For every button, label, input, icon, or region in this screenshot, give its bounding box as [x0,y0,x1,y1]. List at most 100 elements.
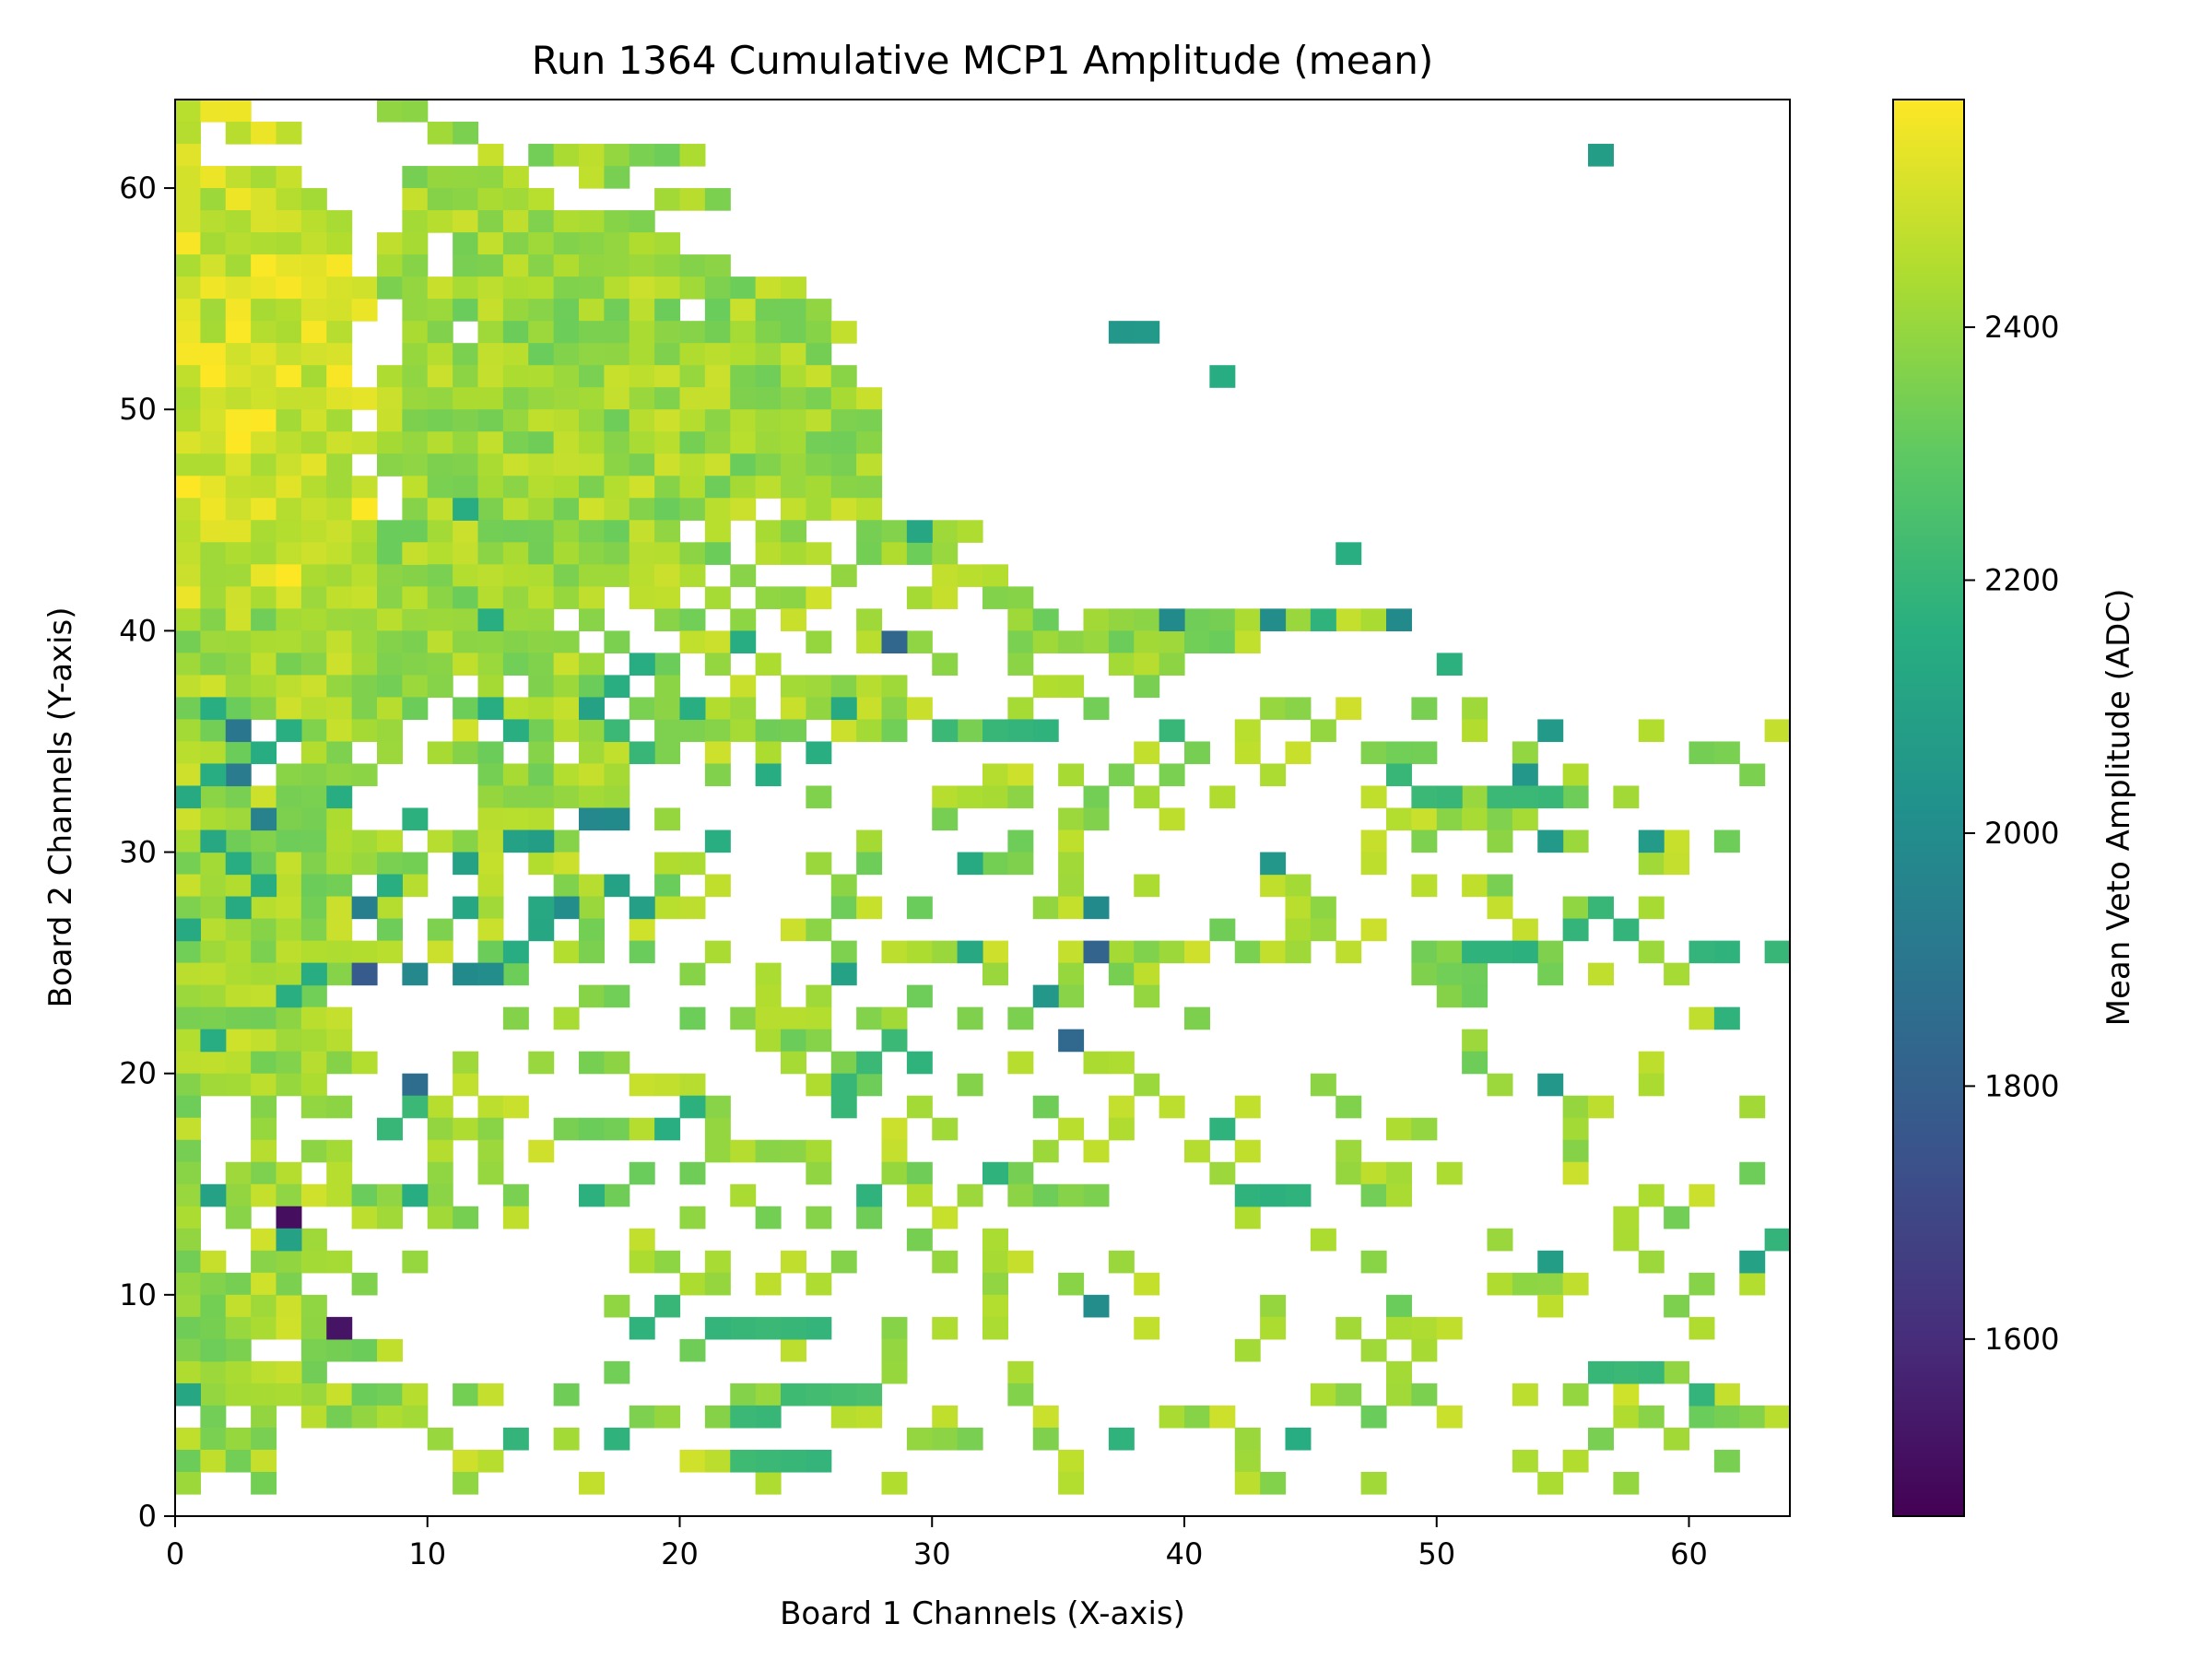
heatmap-cell [957,719,983,743]
x-tick-label: 50 [1418,1536,1455,1571]
heatmap-cell [1032,1139,1059,1163]
heatmap-cell [528,608,555,631]
heatmap-cell [579,520,605,543]
heatmap-cell [225,343,252,366]
heatmap-cell [629,498,655,521]
heatmap-cell [251,476,277,499]
heatmap-cell [957,1183,983,1207]
heatmap-cell [225,122,252,145]
heatmap-cell [351,630,378,653]
heatmap-cell [604,365,630,388]
heatmap-cell [175,1117,201,1141]
heatmap-cell [225,785,252,809]
heatmap-cell [579,542,605,565]
heatmap-cell [453,409,479,432]
heatmap-cell [453,741,479,765]
heatmap-cell [1184,1006,1210,1030]
heatmap-cell [175,188,201,211]
heatmap-cell [704,542,731,565]
heatmap-cell [225,210,252,233]
heatmap-cell [1436,984,1463,1008]
heatmap-cell [326,719,353,743]
heatmap-cell [629,453,655,477]
heatmap-cell [326,564,353,587]
heatmap-cell [755,1006,782,1030]
heatmap-cell [276,365,302,388]
heatmap-cell [477,343,504,366]
heatmap-cell [1260,1183,1287,1207]
heatmap-cell [1285,874,1312,898]
heatmap-cell [251,542,277,565]
heatmap-cell [251,852,277,876]
heatmap-cell [1739,1405,1766,1429]
heatmap-cell [1032,608,1059,631]
heatmap-cell [402,188,429,211]
heatmap-cell [528,630,555,653]
heatmap-cell [1058,630,1085,653]
y-tick-label: 50 [119,392,157,427]
heatmap-cell [502,807,529,831]
heatmap-cell [1159,608,1185,631]
heatmap-cell [453,719,479,743]
heatmap-cell [629,365,655,388]
heatmap-cell [1007,1161,1034,1185]
colorbar-tick-label: 2400 [1984,310,2059,345]
heatmap-cell [781,675,806,699]
heatmap-cell [1058,1029,1085,1053]
heatmap-cell [957,852,983,876]
heatmap-cell [704,586,731,609]
heatmap-cell [730,608,757,631]
heatmap-cell [528,675,555,699]
heatmap-cell [326,542,353,565]
heatmap-cell [1436,1405,1463,1429]
heatmap-cell [1360,1250,1387,1274]
heatmap-cell [755,1471,782,1495]
heatmap-cell [1260,697,1287,721]
heatmap-cell [300,830,327,853]
heatmap-cell [1688,1382,1715,1406]
heatmap-cell [402,453,429,477]
heatmap-cell [1134,874,1160,898]
heatmap-cell [1638,1183,1665,1207]
heatmap-cell [402,232,429,255]
heatmap-cell [200,100,227,123]
heatmap-cell [427,387,453,410]
heatmap-cell [629,254,655,277]
heatmap-cell [906,1228,933,1252]
heatmap-cell [276,984,302,1008]
heatmap-cell [604,166,630,189]
heatmap-cell [830,1095,857,1119]
heatmap-cell [225,918,252,942]
heatmap-cell [553,232,580,255]
heatmap-cell [477,586,504,609]
x-tick-label: 20 [661,1536,699,1571]
colorbar-label: Mean Veto Amplitude (ADC) [2100,589,2137,1027]
heatmap-cell [225,1316,252,1340]
heatmap-cell [377,100,403,123]
heatmap-cell [679,1272,706,1296]
heatmap-cell [1007,653,1034,677]
heatmap-cell [477,365,504,388]
heatmap-cell [200,431,227,454]
heatmap-cell [1285,918,1312,942]
heatmap-cell [1335,1316,1362,1340]
heatmap-cell [225,1073,252,1097]
heatmap-cell [528,387,555,410]
heatmap-cell [1260,763,1287,787]
heatmap-cell [225,321,252,344]
heatmap-cell [276,299,302,322]
heatmap-cells [175,100,1791,1495]
heatmap-cell [579,299,605,322]
heatmap-cell [1411,874,1438,898]
heatmap-cell [553,321,580,344]
heatmap-cell [553,210,580,233]
heatmap-cell [856,542,883,565]
heatmap-cell [351,1183,378,1207]
heatmap-cell [1360,918,1387,942]
heatmap-cell [1108,962,1135,986]
heatmap-cell [502,940,529,964]
heatmap-cell [502,453,529,477]
heatmap-cell [579,232,605,255]
heatmap-cell [806,630,832,653]
heatmap-cell [806,852,832,876]
